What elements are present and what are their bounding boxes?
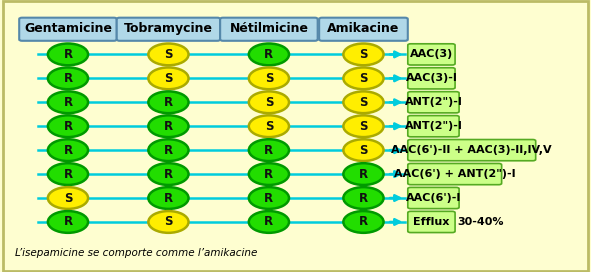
Ellipse shape	[343, 187, 384, 209]
Text: R: R	[63, 96, 73, 109]
Text: AAC(6') + ANT(2")-I: AAC(6') + ANT(2")-I	[394, 169, 515, 179]
Ellipse shape	[48, 187, 88, 209]
Text: R: R	[164, 144, 173, 157]
Ellipse shape	[249, 67, 289, 89]
FancyBboxPatch shape	[408, 44, 455, 65]
Text: R: R	[63, 72, 73, 85]
Text: S: S	[359, 144, 368, 157]
Ellipse shape	[48, 211, 88, 233]
Text: AAC(3): AAC(3)	[410, 50, 453, 59]
Text: Tobramycine: Tobramycine	[124, 22, 213, 35]
Text: AAC(6')-I: AAC(6')-I	[406, 193, 461, 203]
Text: R: R	[164, 96, 173, 109]
Ellipse shape	[249, 163, 289, 185]
Text: S: S	[265, 96, 273, 109]
Ellipse shape	[48, 115, 88, 137]
Text: R: R	[63, 48, 73, 61]
Ellipse shape	[148, 44, 189, 65]
Ellipse shape	[148, 115, 189, 137]
Text: ANT(2")-I: ANT(2")-I	[404, 121, 462, 131]
Text: S: S	[164, 72, 173, 85]
Text: S: S	[359, 96, 368, 109]
Ellipse shape	[249, 139, 289, 161]
FancyBboxPatch shape	[19, 18, 117, 41]
Text: R: R	[164, 191, 173, 205]
FancyBboxPatch shape	[3, 1, 588, 271]
Ellipse shape	[148, 187, 189, 209]
Ellipse shape	[48, 139, 88, 161]
Text: R: R	[63, 144, 73, 157]
FancyBboxPatch shape	[319, 18, 408, 41]
Ellipse shape	[249, 187, 289, 209]
Text: S: S	[359, 72, 368, 85]
Text: S: S	[359, 48, 368, 61]
Ellipse shape	[343, 211, 384, 233]
Ellipse shape	[249, 44, 289, 65]
Text: Efflux: Efflux	[413, 217, 450, 227]
Text: L’isepamicine se comporte comme l’amikacine: L’isepamicine se comporte comme l’amikac…	[15, 248, 257, 258]
Text: Nétilmicine: Nétilmicine	[229, 22, 309, 35]
FancyBboxPatch shape	[220, 18, 318, 41]
Ellipse shape	[343, 91, 384, 113]
Ellipse shape	[249, 211, 289, 233]
Ellipse shape	[48, 163, 88, 185]
Text: Gentamicine: Gentamicine	[24, 22, 112, 35]
Text: 30-40%: 30-40%	[457, 217, 504, 227]
Text: R: R	[264, 48, 274, 61]
Text: S: S	[265, 120, 273, 133]
Ellipse shape	[343, 115, 384, 137]
FancyBboxPatch shape	[408, 140, 535, 161]
Ellipse shape	[48, 91, 88, 113]
Text: R: R	[264, 144, 274, 157]
Ellipse shape	[343, 67, 384, 89]
Ellipse shape	[148, 163, 189, 185]
Text: R: R	[63, 120, 73, 133]
Ellipse shape	[148, 91, 189, 113]
FancyBboxPatch shape	[408, 187, 459, 209]
Text: S: S	[64, 191, 72, 205]
Text: S: S	[265, 72, 273, 85]
FancyBboxPatch shape	[408, 211, 455, 233]
Text: S: S	[164, 48, 173, 61]
Text: ANT(2")-I: ANT(2")-I	[404, 97, 462, 107]
Text: R: R	[359, 168, 368, 181]
FancyBboxPatch shape	[408, 163, 502, 185]
Text: R: R	[63, 215, 73, 228]
Text: R: R	[264, 215, 274, 228]
Ellipse shape	[249, 91, 289, 113]
Text: R: R	[264, 168, 274, 181]
Text: S: S	[164, 215, 173, 228]
Ellipse shape	[343, 139, 384, 161]
Text: R: R	[264, 191, 274, 205]
Text: R: R	[164, 168, 173, 181]
FancyBboxPatch shape	[408, 116, 459, 137]
Text: R: R	[164, 120, 173, 133]
Ellipse shape	[48, 44, 88, 65]
FancyBboxPatch shape	[408, 92, 459, 113]
Text: AAC(6')-II + AAC(3)-II,IV,V: AAC(6')-II + AAC(3)-II,IV,V	[391, 145, 552, 155]
Ellipse shape	[343, 44, 384, 65]
FancyBboxPatch shape	[116, 18, 220, 41]
Ellipse shape	[249, 115, 289, 137]
Text: S: S	[359, 120, 368, 133]
Text: R: R	[359, 215, 368, 228]
FancyBboxPatch shape	[408, 68, 455, 89]
Ellipse shape	[148, 211, 189, 233]
Ellipse shape	[148, 139, 189, 161]
Text: Amikacine: Amikacine	[327, 22, 400, 35]
Ellipse shape	[148, 67, 189, 89]
Text: R: R	[63, 168, 73, 181]
Text: AAC(3)-I: AAC(3)-I	[405, 73, 457, 83]
Ellipse shape	[48, 67, 88, 89]
Text: R: R	[359, 191, 368, 205]
Ellipse shape	[343, 163, 384, 185]
